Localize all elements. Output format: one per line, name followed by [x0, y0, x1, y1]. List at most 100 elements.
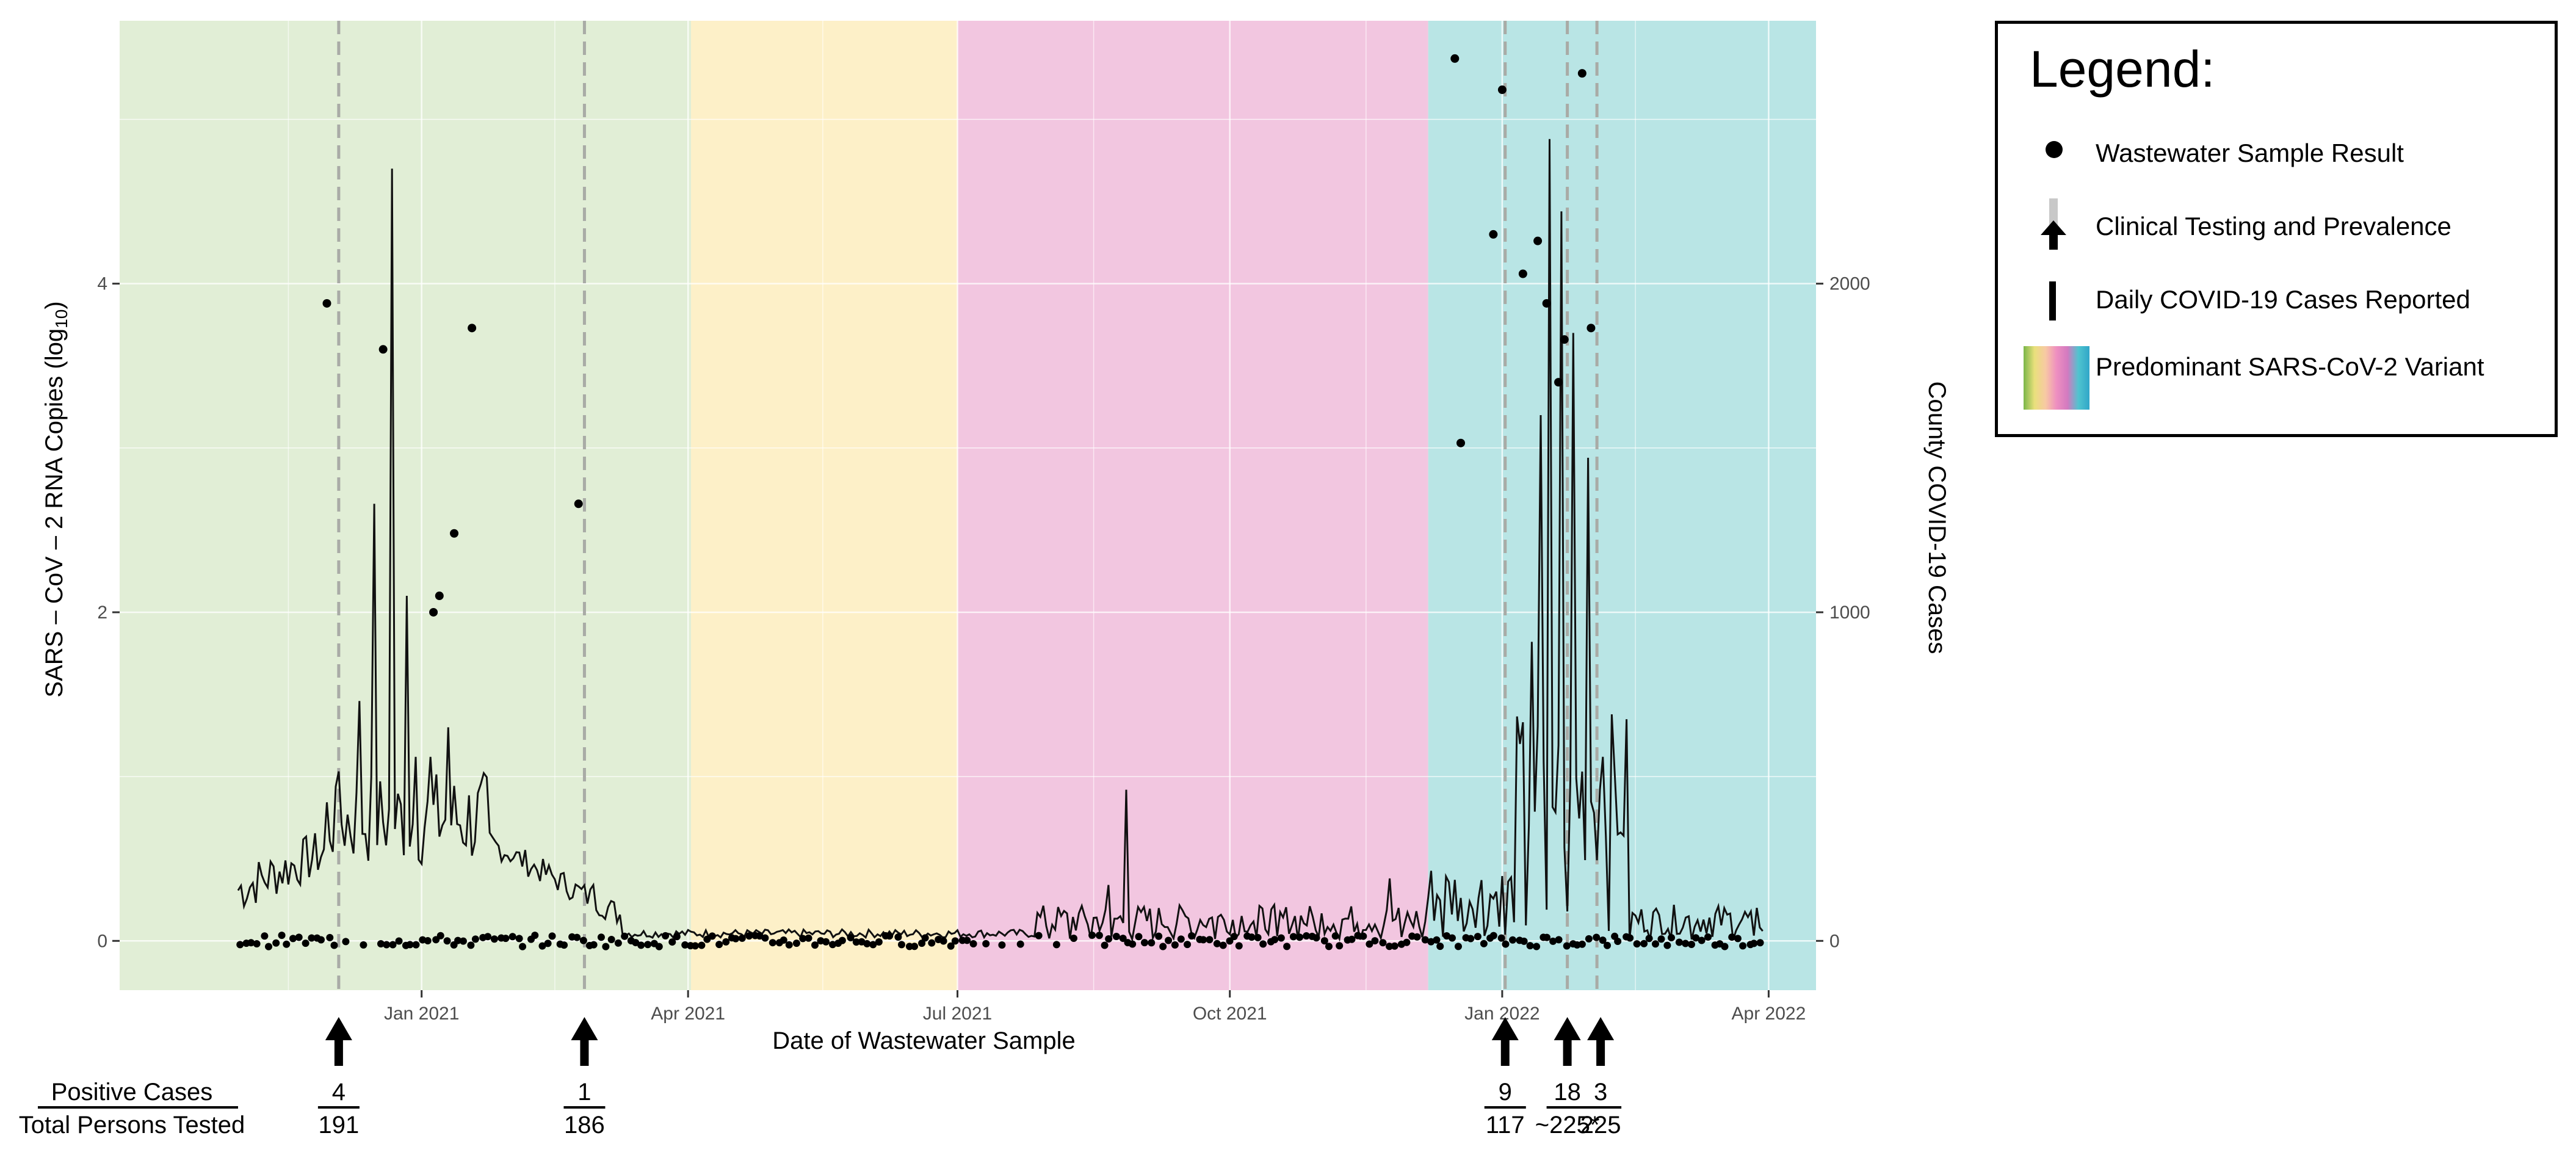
wastewater-point	[1593, 933, 1601, 941]
wastewater-point	[1148, 939, 1156, 947]
arrow-head	[1554, 1017, 1581, 1040]
wastewater-point	[1599, 936, 1607, 944]
wastewater-point	[1509, 936, 1517, 944]
wastewater-point	[1296, 933, 1304, 941]
wastewater-point	[1283, 943, 1291, 950]
wastewater-point	[1436, 943, 1444, 950]
wastewater-point	[454, 936, 462, 944]
wastewater-point	[1129, 940, 1137, 948]
wastewater-point	[436, 932, 444, 940]
y-left-tick-label: 4	[97, 274, 107, 294]
wastewater-point	[1467, 935, 1475, 943]
wastewater-point	[1105, 935, 1113, 943]
wastewater-point	[822, 938, 830, 946]
wastewater-point	[1095, 932, 1103, 940]
wastewater-point	[515, 935, 523, 943]
wastewater-point	[1271, 936, 1279, 944]
wastewater-point	[668, 938, 676, 946]
arrow-head	[1587, 1017, 1615, 1040]
wastewater-point	[1668, 934, 1676, 942]
fraction-total: 117	[1486, 1112, 1525, 1139]
x-tick-label: Oct 2021	[1193, 1004, 1267, 1024]
y-right-tick-label: 1000	[1829, 603, 1870, 623]
wastewater-point	[1448, 934, 1456, 942]
wastewater-point	[829, 941, 837, 949]
wastewater-point	[792, 940, 800, 947]
wastewater-point	[450, 529, 459, 538]
wastewater-point	[378, 345, 388, 354]
y-left-axis-title: SARS – CoV – 2 RNA Copies (log10)	[41, 301, 71, 697]
wastewater-point	[544, 940, 552, 947]
wastewater-point	[785, 941, 793, 949]
wastewater-point	[998, 941, 1006, 949]
wastewater-point	[1219, 941, 1227, 949]
wastewater-point	[911, 943, 919, 950]
fraction-total: 186	[564, 1112, 605, 1139]
wastewater-point	[1586, 324, 1596, 333]
wastewater-point	[1016, 940, 1024, 948]
y-left-tick-label: 2	[97, 603, 107, 623]
wastewater-point	[295, 933, 303, 941]
wastewater-point	[637, 941, 645, 949]
wastewater-point	[1141, 939, 1149, 947]
legend-label: Wastewater Sample Result	[2096, 139, 2404, 167]
wastewater-point	[574, 499, 583, 509]
wastewater-point	[1336, 942, 1344, 950]
wastewater-point	[1497, 85, 1507, 95]
wastewater-point	[1177, 935, 1185, 943]
wastewater-point	[691, 942, 699, 950]
y-left-axis: 0 2 4	[97, 274, 120, 951]
wastewater-point	[1750, 940, 1758, 947]
wastewater-point	[560, 941, 568, 949]
wastewater-point	[1526, 942, 1534, 950]
wastewater-point	[644, 941, 652, 949]
y-left-tick-label: 0	[97, 931, 107, 951]
y-right-tick-label: 0	[1829, 931, 1840, 951]
wastewater-point	[1555, 936, 1563, 944]
wastewater-point	[698, 941, 706, 949]
x-tick-label: Apr 2021	[651, 1004, 725, 1024]
fraction-positive: 3	[1594, 1079, 1607, 1106]
wastewater-point	[602, 943, 610, 950]
wastewater-point	[1119, 935, 1127, 943]
arrow-head	[325, 1017, 352, 1040]
wastewater-point	[548, 932, 556, 940]
wastewater-point	[573, 933, 581, 941]
wastewater-point	[395, 937, 403, 945]
variant-band-gamma	[691, 21, 958, 990]
fraction-positive: 18	[1554, 1079, 1581, 1106]
clinical-testing-arrows	[325, 1017, 1615, 1066]
wastewater-point	[389, 941, 397, 949]
wastewater-point	[490, 935, 498, 943]
wastewater-point	[1734, 935, 1742, 943]
fraction-positive: 4	[332, 1079, 346, 1106]
wastewater-point	[1633, 940, 1641, 948]
wastewater-point	[1454, 943, 1462, 950]
wastewater-point	[1248, 933, 1256, 941]
wastewater-point	[1698, 936, 1706, 944]
fraction-total: 225	[1580, 1112, 1621, 1139]
legend-title: Legend:	[2030, 40, 2215, 98]
wastewater-point	[1035, 932, 1043, 940]
wastewater-point	[1159, 943, 1167, 950]
wastewater-point	[1171, 941, 1179, 949]
wastewater-point	[1101, 941, 1109, 949]
wastewater-point	[1213, 940, 1221, 947]
wastewater-point	[406, 941, 414, 949]
arrow-shaft	[334, 1038, 343, 1066]
wastewater-point	[607, 935, 615, 943]
wastewater-point	[272, 939, 280, 947]
wastewater-point	[1259, 940, 1267, 948]
wastewater-point	[1386, 943, 1394, 950]
wastewater-point	[1188, 932, 1196, 940]
wastewater-point	[412, 941, 420, 949]
wastewater-point	[1442, 932, 1450, 940]
wastewater-point	[1366, 940, 1373, 948]
wastewater-point	[484, 933, 492, 941]
variant-band-omicron	[1428, 21, 1816, 990]
wastewater-point	[1614, 937, 1622, 945]
wastewater-point	[1497, 934, 1505, 942]
